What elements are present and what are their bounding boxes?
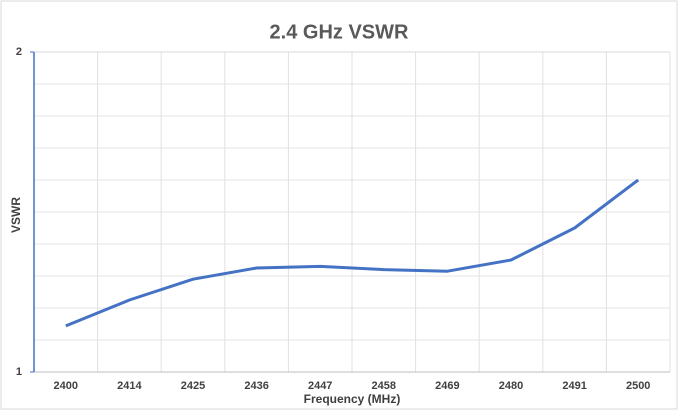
y-tick-label: 2 (16, 46, 22, 58)
x-tick-label: 2491 (562, 380, 586, 392)
x-tick-label: 2400 (54, 380, 78, 392)
x-tick-label: 2500 (626, 380, 650, 392)
x-tick-label: 2480 (499, 380, 523, 392)
y-tick-label: 1 (16, 366, 22, 378)
x-axis-label: Frequency (MHz) (304, 392, 401, 406)
x-tick-label: 2469 (435, 380, 459, 392)
y-axis-label: VSWR (9, 197, 23, 233)
x-tick-label: 2414 (117, 380, 142, 392)
x-tick-label: 2425 (181, 380, 205, 392)
x-tick-label: 2436 (244, 380, 268, 392)
data-line (65, 178, 640, 328)
chart-title: 2.4 GHz VSWR (270, 21, 409, 43)
x-tick-label: 2458 (372, 380, 396, 392)
x-tick-label: 2447 (308, 380, 332, 392)
